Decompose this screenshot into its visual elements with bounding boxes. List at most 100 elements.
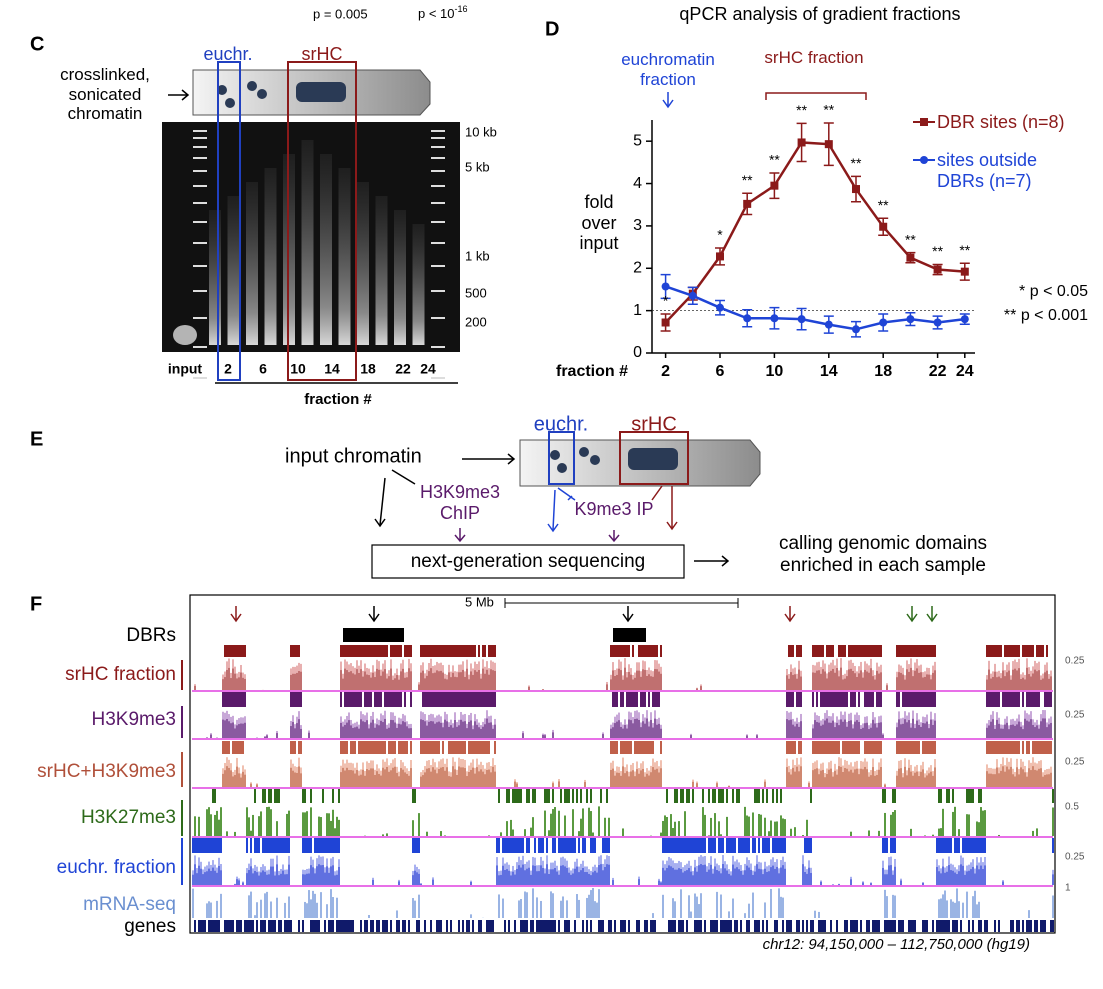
track-bar: [636, 769, 638, 787]
track-band: [1018, 920, 1020, 932]
ladder-band: [431, 130, 445, 132]
track-band: [388, 741, 390, 754]
euchr-label: euchr.: [203, 44, 252, 64]
track-bar: [256, 872, 258, 885]
track-band: [892, 838, 894, 853]
track-bar: [942, 894, 944, 918]
track-band: [208, 838, 210, 853]
track-band: [492, 645, 494, 657]
track-bar: [210, 814, 212, 836]
track-bar: [290, 767, 292, 787]
track-band: [564, 789, 566, 803]
track-band: [332, 789, 334, 803]
track-band: [376, 741, 378, 754]
track-band: [816, 741, 818, 754]
track-band: [612, 645, 614, 657]
track-band: [880, 645, 882, 657]
track-bar: [338, 866, 340, 885]
track-bar: [522, 864, 524, 885]
track-bar: [362, 721, 364, 738]
track-band: [516, 838, 518, 853]
track-bar: [1040, 679, 1042, 690]
track-band: [832, 692, 834, 707]
track-bar: [1012, 724, 1014, 738]
track-bar: [882, 867, 884, 885]
track-band: [942, 838, 944, 853]
track-band: [744, 838, 746, 853]
track-bar: [944, 890, 946, 918]
track-band: [640, 692, 642, 707]
track-bar: [850, 769, 852, 787]
track-bar: [406, 773, 408, 787]
track-band: [354, 645, 356, 657]
track-band: [866, 920, 868, 932]
track-band: [250, 920, 252, 932]
track-band: [926, 741, 928, 754]
track-bar: [224, 677, 226, 690]
track-bar: [982, 868, 984, 885]
track-bar: [904, 719, 906, 738]
track-bar: [314, 893, 316, 918]
track-band: [328, 838, 330, 853]
track-band: [284, 838, 286, 853]
track-band: [948, 838, 950, 853]
track-band: [564, 920, 566, 932]
track-band: [722, 838, 724, 853]
track-bar: [448, 672, 450, 690]
track-band: [644, 741, 646, 754]
track-bar: [706, 871, 708, 885]
track-bar: [662, 820, 664, 836]
ladder-band: [431, 157, 445, 159]
track-band: [878, 692, 880, 707]
track-band: [684, 838, 686, 853]
track-band: [872, 920, 874, 932]
track-band: [970, 838, 972, 853]
track-bar: [410, 671, 412, 690]
track-band: [586, 920, 588, 932]
p-value: p = 0.005: [313, 6, 368, 21]
track-band: [538, 838, 540, 853]
track-band: [1048, 692, 1050, 707]
track-bar: [476, 724, 478, 738]
track-bar: [1010, 766, 1012, 787]
track-band: [872, 645, 874, 657]
track-band: [226, 741, 228, 754]
track-band: [1028, 920, 1030, 932]
track-band: [646, 741, 648, 754]
track-bar: [850, 720, 852, 738]
track-band: [262, 789, 264, 803]
track-bar: [426, 768, 428, 787]
marker: [824, 140, 833, 149]
track-band: [982, 838, 984, 853]
track-bar: [906, 722, 908, 738]
track-bar: [800, 766, 802, 787]
track-band: [662, 838, 664, 853]
track-band: [1044, 920, 1046, 932]
track-bar: [844, 768, 846, 787]
marker: [743, 314, 752, 323]
track-bar: [316, 866, 318, 885]
track-band: [990, 692, 992, 707]
track-band: [350, 645, 352, 657]
track-band: [364, 645, 366, 657]
track-band: [622, 645, 624, 657]
track-bar: [924, 835, 926, 836]
track-band: [248, 920, 250, 932]
track-bar: [412, 898, 414, 918]
track-bar: [634, 719, 636, 738]
track-bar: [598, 865, 600, 885]
track-bar: [410, 768, 412, 787]
track-band: [334, 838, 336, 853]
track-band: [270, 789, 272, 803]
track-band: [1024, 645, 1026, 657]
track-bar: [780, 815, 782, 836]
track-bar: [496, 865, 498, 885]
track-bar: [830, 670, 832, 690]
track-bar: [798, 669, 800, 690]
track-bar: [968, 870, 970, 885]
track-band: [330, 838, 332, 853]
track-band: [1026, 645, 1028, 657]
track-bar: [818, 911, 820, 918]
panel-label: F: [30, 593, 42, 615]
chart-title: qPCR analysis of gradient fractions: [679, 4, 960, 24]
